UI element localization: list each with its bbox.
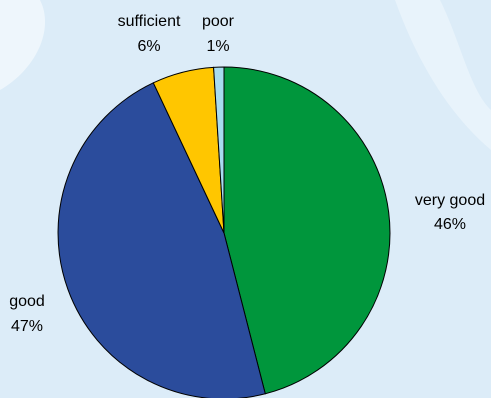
slice-label-sufficient: sufficient <box>118 13 181 30</box>
pie-labels: very good 46% good 47% sufficient 6% poor 1% <box>9 13 485 335</box>
slice-label-very-good: very good <box>415 192 485 209</box>
pie-slice-very-good <box>223 66 391 395</box>
slice-label-poor: poor <box>202 13 235 30</box>
slice-value-poor: 1% <box>206 38 229 55</box>
pie-slices <box>57 66 391 398</box>
slice-value-sufficient: 6% <box>137 38 160 55</box>
slice-value-very-good: 46% <box>434 216 466 233</box>
pie-slice-good <box>57 82 266 398</box>
pie-slice-poor <box>213 66 225 234</box>
bg-shape-left <box>0 0 46 90</box>
bg-shape-right <box>395 0 491 150</box>
slice-label-good: good <box>9 293 45 310</box>
slice-value-good: 47% <box>11 318 43 335</box>
